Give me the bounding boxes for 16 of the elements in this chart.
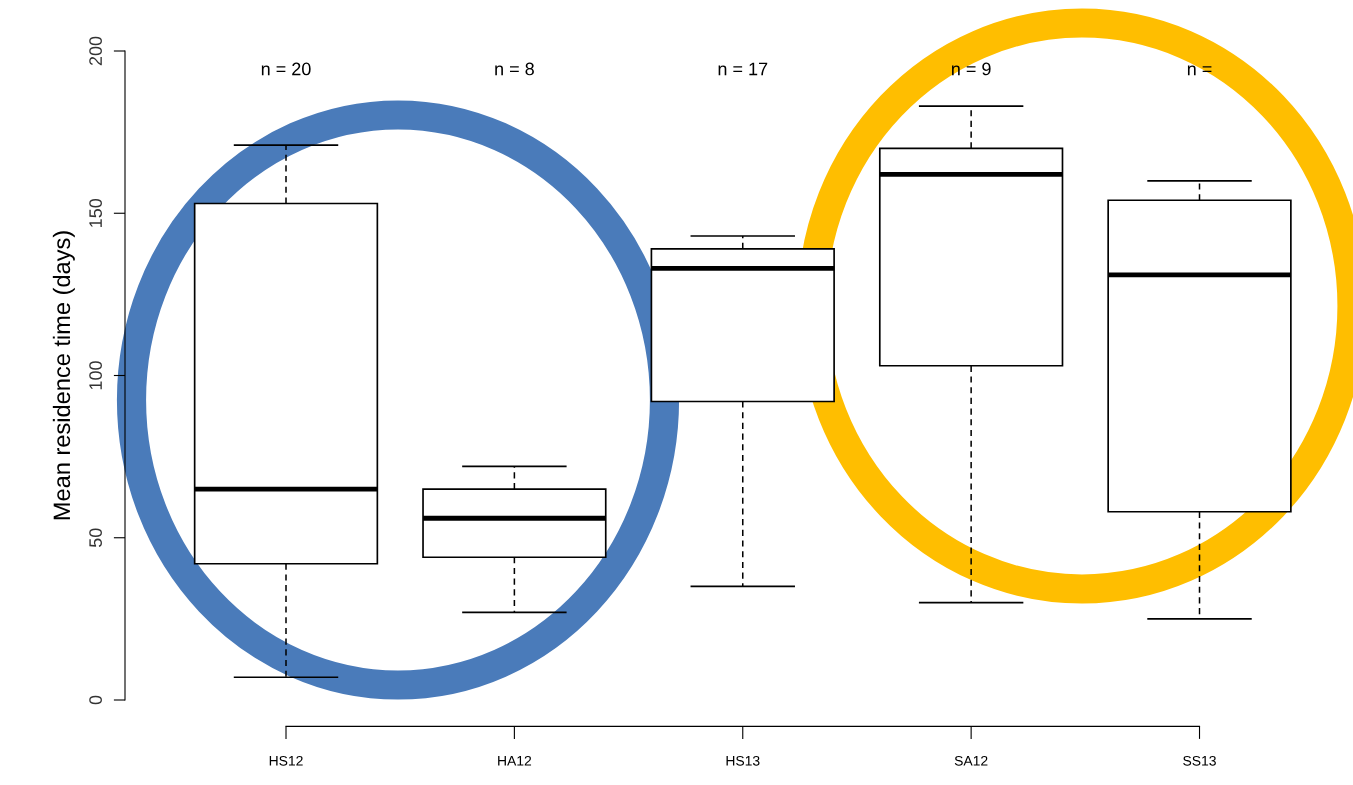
y-tick-label: 150: [89, 198, 102, 227]
annotation: n = 17: [718, 62, 768, 76]
x-tick-label: SA12: [954, 755, 988, 766]
annotation: n = 9: [952, 62, 991, 76]
x-tick-label: HA12: [498, 755, 532, 766]
annotation: n = 20: [261, 62, 311, 76]
annotation: n =: [1187, 65, 1212, 76]
y-tick-label: 0: [89, 695, 102, 705]
y-tick-label: 50: [89, 528, 102, 548]
x-tick-label: HS12: [269, 755, 303, 766]
y-axis-title: Mean residence time (days): [52, 231, 75, 520]
x-tick-label: SS13: [1183, 755, 1216, 766]
annotation: n = 8: [495, 62, 534, 76]
y-tick-label: 200: [89, 36, 102, 66]
y-tick-label: 100: [89, 361, 102, 390]
x-tick-label: HS13: [726, 755, 760, 766]
